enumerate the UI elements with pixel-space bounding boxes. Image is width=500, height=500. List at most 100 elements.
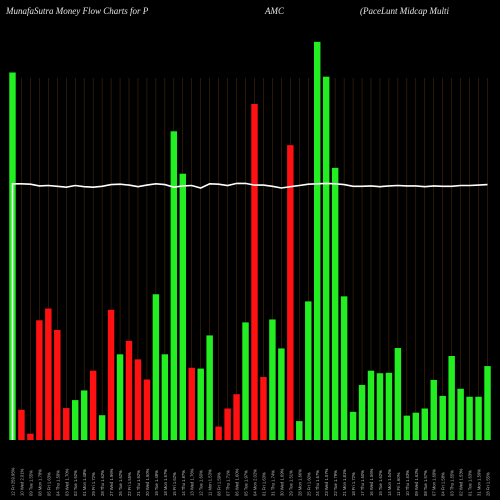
x-tick-label: 22 Fri 1.55% bbox=[127, 472, 132, 496]
money-flow-bar bbox=[376, 373, 384, 440]
x-tick-label: 05 Tue 1.97% bbox=[244, 470, 249, 496]
money-flow-bar bbox=[161, 354, 169, 440]
money-flow-line bbox=[11, 182, 488, 440]
x-tick-label: 28 Thu 1.62% bbox=[100, 470, 105, 496]
money-flow-bar bbox=[36, 320, 43, 440]
x-tick-label: 04 Fri 1.58% bbox=[441, 472, 446, 496]
x-tick-label: 28 Fri 1.55% bbox=[486, 472, 491, 496]
money-flow-bar bbox=[45, 308, 52, 440]
x-tick-label: 01 Tue 1.63% bbox=[468, 470, 473, 496]
money-flow-bar bbox=[89, 370, 97, 440]
x-tick-label: 02 Wed 1.53% bbox=[459, 468, 464, 496]
chart-title-left: MunafaSutra Money Flow Charts for P bbox=[6, 6, 149, 16]
x-tick-label: 18 Mon 1.67% bbox=[163, 469, 168, 496]
x-tick-label: 07 Thu 1.71% bbox=[226, 470, 231, 496]
x-tick-label: 05 Fri 1.63% bbox=[46, 472, 51, 496]
money-flow-bar bbox=[27, 433, 34, 440]
money-flow-bar bbox=[439, 395, 446, 440]
x-tick-label: 09 Tue 1.55% bbox=[28, 470, 33, 496]
money-flow-bar bbox=[287, 145, 294, 440]
x-tick-label: 07 Mon 1.69% bbox=[432, 469, 437, 496]
x-tick-label: 04 Thu 1.59% bbox=[55, 470, 60, 496]
money-flow-bar bbox=[54, 329, 61, 440]
money-flow-bar bbox=[430, 379, 437, 440]
money-flow-bar bbox=[296, 421, 303, 440]
x-tick-label: 08 Mon 1.78% bbox=[37, 469, 42, 496]
money-flow-bar bbox=[242, 322, 249, 440]
money-flow-bar bbox=[206, 335, 213, 440]
money-flow-bar bbox=[394, 348, 402, 440]
money-flow-bar bbox=[358, 384, 366, 440]
x-tick-label: 03 Wed 1.70% bbox=[64, 468, 69, 496]
x-tick-label: 12 Fri 259.95% bbox=[10, 467, 15, 496]
x-tick-label: 23 Wed 1.57% bbox=[324, 468, 329, 496]
money-flow-bar bbox=[385, 372, 393, 440]
money-flow-bar bbox=[466, 396, 473, 440]
money-flow-bar bbox=[233, 394, 240, 440]
money-flow-bar bbox=[412, 412, 420, 440]
money-flow-bar bbox=[349, 411, 357, 440]
x-tick-label: 31 Thu 1.74% bbox=[270, 470, 275, 496]
x-tick-label: 24 Thu 1.67% bbox=[315, 470, 320, 496]
money-flow-bar bbox=[63, 408, 70, 440]
money-flow-bar bbox=[224, 408, 231, 440]
money-flow-bar bbox=[367, 370, 375, 440]
x-tick-label: 11 Fri 1.60% bbox=[396, 472, 401, 496]
money-flow-bar bbox=[331, 167, 339, 440]
money-flow-bar bbox=[80, 390, 88, 440]
x-tick-label: 22 Tue 1.79% bbox=[333, 470, 338, 496]
x-tick-label: 30 Wed 1.69% bbox=[279, 468, 284, 496]
money-flow-bar bbox=[269, 319, 276, 440]
x-tick-label: 03 Thu 1.55% bbox=[450, 470, 455, 496]
money-flow-bar bbox=[197, 368, 204, 440]
x-tick-label: 29 Tue 1.51% bbox=[288, 470, 293, 496]
x-tick-label: 15 Fri 1.62% bbox=[172, 472, 177, 496]
x-tick-label: 26 Tue 1.62% bbox=[118, 470, 123, 496]
money-flow-bar bbox=[71, 400, 79, 440]
money-flow-bar bbox=[98, 415, 106, 440]
money-flow-bar bbox=[278, 348, 285, 440]
x-tick-label: 19 Tue 1.49% bbox=[154, 470, 159, 496]
money-flow-bar bbox=[134, 359, 142, 440]
x-tick-label: 27 Wed 1.96% bbox=[109, 468, 114, 496]
money-flow-bar bbox=[448, 356, 455, 440]
x-tick-label: 09 Wed 1.62% bbox=[414, 468, 419, 496]
money-flow-bar bbox=[125, 340, 133, 440]
money-flow-bar bbox=[313, 41, 321, 441]
x-tick-label: 01 Fri 1.63% bbox=[261, 472, 266, 496]
money-flow-bar bbox=[305, 301, 312, 440]
x-tick-label: 21 Mon 1.81% bbox=[342, 469, 347, 496]
x-tick-label: 29 Fri 1.72% bbox=[91, 472, 96, 496]
money-flow-bar bbox=[152, 294, 160, 440]
money-flow-bar bbox=[116, 354, 124, 440]
money-flow-bar bbox=[322, 76, 330, 440]
x-tick-label: 08 Tue 1.57% bbox=[423, 470, 428, 496]
money-flow-bar bbox=[403, 415, 411, 440]
money-flow-bar bbox=[18, 409, 25, 440]
x-tick-label: 13 Wed 1.76% bbox=[190, 468, 195, 496]
x-tick-label: 08 Fri 1.59% bbox=[217, 472, 222, 496]
money-flow-bar bbox=[260, 377, 267, 440]
money-flow-bar bbox=[179, 173, 187, 440]
x-tick-label: 28 Mon 1.66% bbox=[297, 469, 302, 496]
x-tick-label: 06 Wed 1.60% bbox=[235, 468, 240, 496]
x-tick-label: 25 Fri 1.60% bbox=[306, 472, 311, 496]
money-flow-bar bbox=[188, 367, 195, 440]
money-flow-bar bbox=[421, 408, 429, 440]
x-tick-label: 16 Wed 1.56% bbox=[369, 468, 374, 496]
x-tick-label: 11 Mon 1.53% bbox=[208, 469, 213, 496]
x-tick-label: 18 Fri 1.72% bbox=[351, 472, 356, 496]
x-tick-label: 21 Thu 1.62% bbox=[136, 470, 141, 496]
money-flow-bar bbox=[475, 396, 482, 440]
x-tick-label: 14 Thu 1.97% bbox=[181, 470, 186, 496]
money-flow-bar bbox=[484, 366, 491, 440]
x-tick-label: 10 Thu 1.53% bbox=[405, 470, 410, 496]
x-tick-label: 31 Mon 1.59% bbox=[477, 469, 482, 496]
x-tick-label: 01 Mon 1.48% bbox=[82, 469, 87, 496]
money-flow-bar bbox=[457, 388, 464, 440]
x-tick-label: 14 Mon 1.54% bbox=[387, 469, 392, 496]
x-tick-label: 10 Wed 2.01% bbox=[19, 468, 24, 496]
money-flow-bar bbox=[340, 296, 348, 440]
x-tick-label: 12 Tue 1.60% bbox=[199, 470, 204, 496]
